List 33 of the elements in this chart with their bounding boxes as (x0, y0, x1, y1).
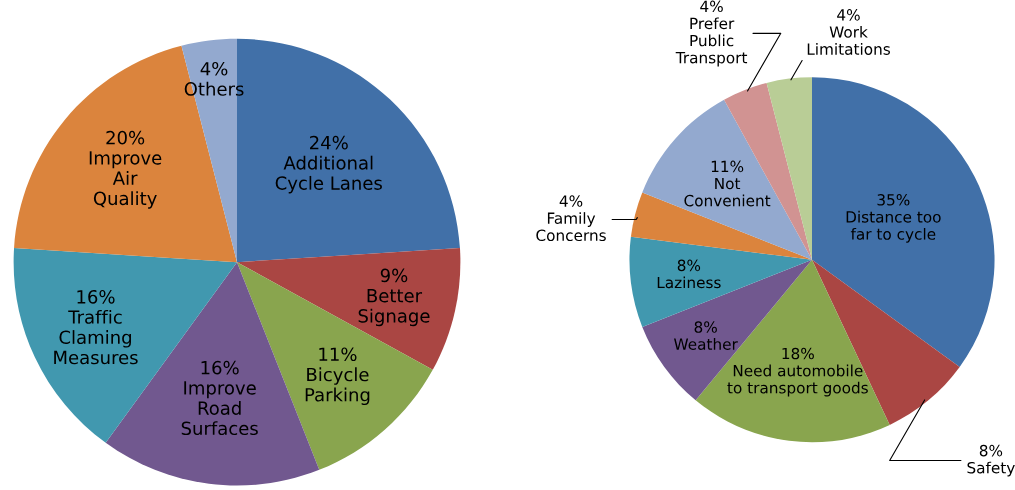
data-label: 16% (77, 289, 115, 304)
slice-label: Weather (674, 338, 738, 350)
data-label: 8% (677, 259, 701, 272)
slice-label: Safety (967, 461, 1015, 477)
pie-slice (630, 192, 812, 260)
slice-label: Family Concerns (536, 212, 606, 242)
slice-label: Need automobile to transport goods (727, 364, 868, 397)
slice-label: Not Convenient (684, 177, 771, 207)
slice-label: Laziness (657, 276, 721, 289)
slice-label: Prefer Public Transport (675, 17, 748, 67)
data-label: 18% (782, 347, 814, 360)
data-label: 4% (837, 9, 860, 21)
data-label: 4% (700, 0, 723, 13)
data-label: 20% (106, 130, 145, 145)
data-label: 35% (877, 194, 910, 206)
slice-label: Improve Road Surfaces (181, 381, 258, 436)
data-label: 11% (711, 160, 744, 173)
slice-label: Work Limitations (807, 25, 890, 55)
slice-label: Distance too far to cycle (846, 210, 941, 243)
data-label: 8% (979, 444, 1003, 457)
data-label: 4% (559, 195, 583, 207)
data-label: 9% (380, 268, 408, 283)
data-label: 16% (201, 360, 239, 375)
data-label: 24% (310, 135, 348, 150)
slice-label: Traffic Claming Measures (54, 309, 138, 365)
pie-slice (642, 99, 812, 260)
slice-label: Improve Air Quality (89, 151, 162, 209)
data-label: 8% (694, 321, 717, 333)
data-label: 11% (319, 347, 357, 362)
slice-label: Bicycle Parking (305, 367, 370, 406)
data-label: 4% (200, 61, 228, 76)
slice-label: Additional Cycle Lanes (275, 155, 382, 194)
slice-label: Better Signage (358, 289, 430, 327)
